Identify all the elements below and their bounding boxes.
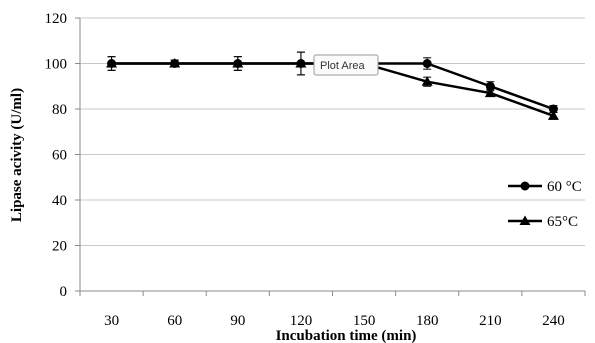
x-tick-label: 150 [353,313,376,329]
legend-marker-triangle [519,215,531,225]
plot-area-tooltip: Plot Area [313,54,379,76]
x-tick-label: 210 [479,313,502,329]
data-point-circle [422,59,432,68]
x-tick-label: 120 [290,313,313,329]
y-tick-label: 80 [52,102,67,118]
data-point-triangle [169,58,181,68]
data-point-triangle [232,58,244,68]
y-tick-label: 20 [52,239,67,255]
legend-marker-circle [520,181,530,191]
y-tick-label: 40 [52,193,67,209]
y-tick-label: 120 [45,11,68,27]
tick-labels: 0 20 40 60 80 100 120 30 60 90 120 150 180 210 240 [45,11,565,329]
x-tick-label: 30 [104,313,119,329]
tooltip-box [313,54,379,76]
y-tick-label: 0 [60,284,68,300]
x-tick-label: 240 [542,313,565,329]
legend-label-65c: 65°C [547,214,578,230]
y-axis-title: Lipase acivity (U/ml) [9,88,25,222]
legend-label-60c: 60 °C [547,179,582,195]
data-point-triangle [484,87,496,98]
data-point-circle [548,104,558,114]
legend: 60 °C 65°C [508,179,582,230]
data-point-circle [485,81,495,91]
data-point-triangle [106,58,118,68]
x-axis-title: Incubation time (min) [276,328,417,343]
data-point-triangle [295,58,307,68]
y-tick-label: 60 [52,148,67,164]
x-tick-label: 60 [167,313,182,329]
y-tick-label: 100 [45,57,68,73]
legend-item-65c[interactable]: 65°C [508,214,578,230]
data-point-triangle [547,110,559,120]
data-point-triangle [421,76,433,86]
tooltip-label: Plot Area [320,60,366,72]
grid-lines [80,17,585,246]
legend-item-60c[interactable]: 60 °C [508,179,582,195]
x-tick-label: 180 [416,313,439,329]
axes [75,17,586,296]
x-tick-label: 90 [230,313,245,329]
